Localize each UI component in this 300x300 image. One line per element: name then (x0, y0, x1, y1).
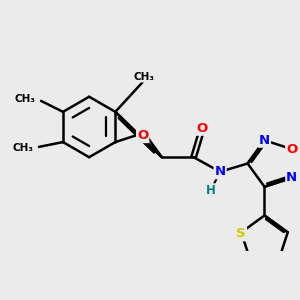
Text: CH₃: CH₃ (15, 94, 36, 104)
Text: O: O (196, 122, 208, 135)
Text: O: O (286, 143, 297, 156)
Text: N: N (286, 171, 297, 184)
Text: O: O (137, 129, 148, 142)
Text: CH₃: CH₃ (134, 72, 154, 82)
Text: H: H (206, 184, 216, 197)
Text: CH₃: CH₃ (13, 143, 34, 153)
Text: N: N (214, 165, 226, 178)
Text: S: S (236, 227, 246, 240)
Text: N: N (259, 134, 270, 147)
